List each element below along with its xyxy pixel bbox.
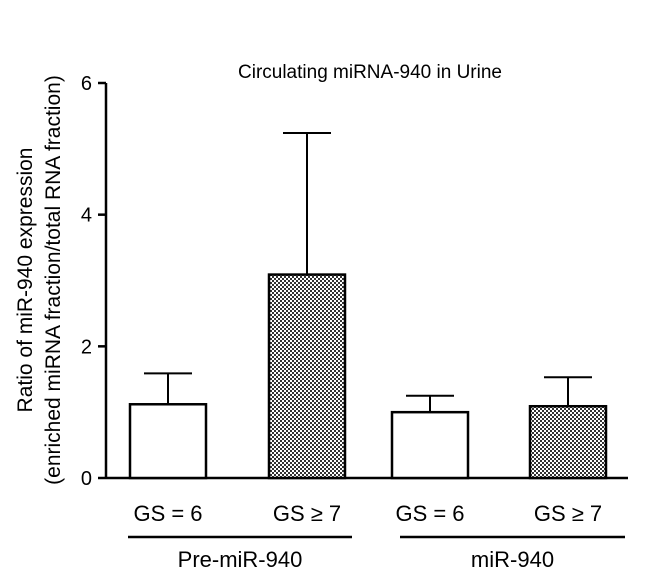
y-tick-label: 6 <box>81 73 92 95</box>
y-tick-label: 4 <box>81 205 92 227</box>
y-tick-label: 2 <box>81 336 92 358</box>
bar <box>528 404 608 480</box>
y-axis-label-line1: Ratio of miR-940 expression <box>14 148 37 413</box>
plot-area: 0 2 4 6 GS = 6 GS ≥ 7 GS = 6 GS ≥ 7 Pre-miR-940 m… <box>81 73 628 572</box>
chart-title: Circulating miRNA-940 in Urine <box>238 62 502 83</box>
bar <box>128 403 208 480</box>
y-axis-label-line2: (enriched miRNA fraction/total RNA fract… <box>42 75 65 485</box>
group-label: Pre-miR-940 <box>178 547 303 572</box>
bar <box>390 410 470 480</box>
x-category-label: GS = 6 <box>395 501 464 526</box>
x-category-label: GS ≥ 7 <box>273 501 341 526</box>
bar <box>267 273 347 480</box>
x-category-label: GS = 6 <box>133 501 202 526</box>
y-axis-label: Ratio of miR-940 expression (enriched mi… <box>14 75 65 485</box>
group-label: miR-940 <box>471 547 554 572</box>
y-tick-label: 0 <box>81 468 92 490</box>
x-category-label: GS ≥ 7 <box>534 501 602 526</box>
